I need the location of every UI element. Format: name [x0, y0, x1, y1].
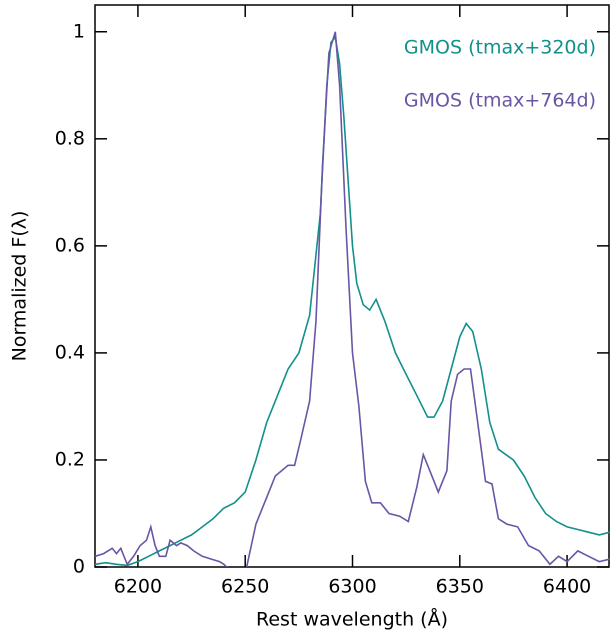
y-tick-label: 0.4	[55, 341, 85, 363]
series-line	[95, 31, 610, 567]
y-tick-label: 0.2	[55, 448, 85, 470]
x-tick-label: 6250	[221, 576, 269, 598]
x-tick-label: 6200	[114, 576, 162, 598]
legend-entry: GMOS (tmax+764d)	[404, 90, 596, 112]
x-axis-label: Rest wavelength (Å)	[256, 608, 448, 631]
y-tick-label: 1	[73, 20, 85, 42]
x-tick-label: 6300	[328, 576, 376, 598]
y-tick-label: 0	[73, 556, 85, 578]
series-line	[95, 35, 610, 567]
y-axis-label: Normalized F(λ)	[9, 211, 31, 362]
x-tick-label: 6350	[436, 576, 484, 598]
y-tick-label: 0.6	[55, 234, 85, 256]
y-tick-label: 0.8	[55, 127, 85, 149]
legend-entry: GMOS (tmax+320d)	[404, 37, 596, 59]
x-tick-label: 6400	[543, 576, 591, 598]
